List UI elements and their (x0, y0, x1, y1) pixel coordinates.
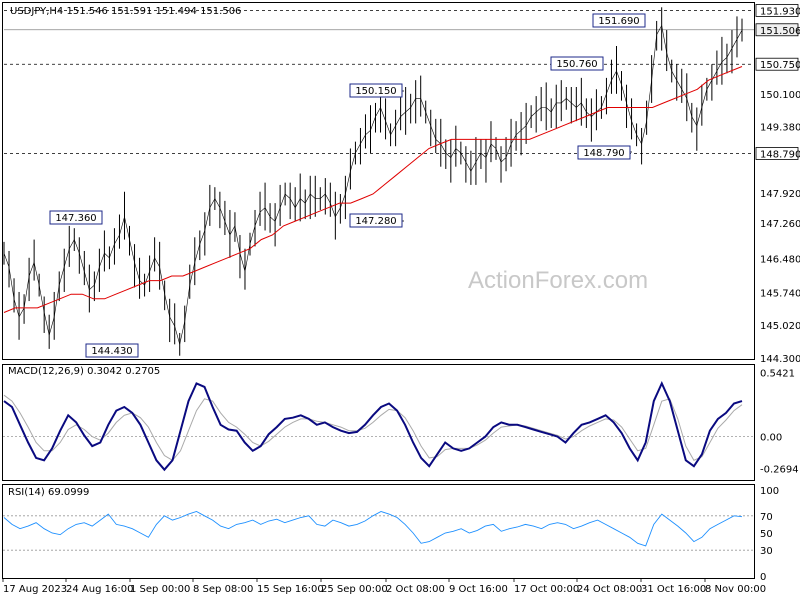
y-tick-box (755, 23, 799, 37)
x-tick-label: 17 Aug 2023 (3, 584, 67, 595)
macd-y-tick: 0.5421 (760, 368, 795, 379)
x-tick-label: 31 Oct 16:00 (641, 584, 706, 595)
watermark: ActionForex.com (468, 267, 648, 294)
annotation-label: 150.150 (355, 86, 396, 97)
x-tick-label: 17 Oct 00:00 (514, 584, 579, 595)
x-tick-label: 8 Nov 00:00 (705, 584, 766, 595)
x-tick-label: 25 Sep 00:00 (321, 584, 388, 595)
moving-average-line (3, 66, 743, 313)
rsi-line (3, 511, 743, 547)
annotation-box (85, 343, 139, 358)
y-tick-label: 151.506 (760, 26, 800, 37)
annotation-label: 151.690 (598, 16, 639, 27)
annotation-box (592, 13, 646, 28)
annotation-label: 144.430 (91, 346, 132, 357)
macd-y-tick: 0.00 (760, 433, 782, 444)
rsi-y-tick: 50 (760, 529, 773, 540)
y-tick-label: 145.740 (760, 288, 800, 299)
annotation-box (550, 56, 604, 71)
annotation-box (577, 145, 631, 160)
y-tick-label: 146.480 (760, 255, 800, 266)
x-tick-label: 15 Sep 16:00 (257, 584, 324, 595)
x-tick-label: 24 Oct 08:00 (577, 584, 642, 595)
rsi-y-tick: 100 (760, 486, 779, 497)
price-panel (2, 2, 755, 360)
x-tick-label: 2 Oct 08:00 (386, 584, 445, 595)
y-tick-label: 145.020 (760, 321, 800, 332)
rsi-y-tick: 0 (760, 572, 766, 583)
y-tick-box (755, 147, 799, 160)
y-tick-label: 151.930 (760, 6, 800, 17)
x-tick-label: 1 Sep 00:00 (130, 584, 190, 595)
macd-y-tick: -0.2694 (760, 464, 799, 475)
y-tick-label: 144.300 (760, 354, 800, 365)
rsi-title: RSI(14) 69.0999 (8, 487, 89, 498)
annotation-label: 148.790 (583, 148, 624, 159)
y-tick-label: 148.790 (760, 149, 800, 160)
rsi-panel (2, 484, 755, 579)
x-tick-label: 9 Oct 16:00 (449, 584, 508, 595)
annotation-box (349, 83, 403, 98)
macd-signal-line (3, 394, 743, 461)
macd-line (3, 380, 743, 472)
x-tick-label: 8 Sep 08:00 (193, 584, 253, 595)
y-tick-label: 150.100 (760, 90, 800, 101)
annotation-box (49, 210, 103, 225)
y-tick-box (755, 57, 799, 71)
price-title: USDJPY,H4 151.546 151.591 151.494 151.50… (10, 6, 241, 17)
annotation-label: 147.360 (55, 213, 96, 224)
rsi-y-tick: 70 (760, 512, 773, 523)
annotation-label: 147.280 (355, 216, 396, 227)
price-close-line (3, 24, 743, 345)
y-tick-box (755, 4, 799, 17)
macd-panel (2, 364, 755, 481)
annotation-box (349, 213, 403, 228)
macd-title: MACD(12,26,9) 0.3042 0.2705 (8, 366, 160, 377)
y-tick-label: 150.750 (760, 60, 800, 71)
y-tick-label: 149.380 (760, 123, 800, 134)
y-tick-label: 147.260 (760, 219, 800, 230)
rsi-y-tick: 30 (760, 546, 773, 557)
annotation-label: 150.760 (556, 59, 597, 70)
x-tick-label: 24 Aug 16:00 (66, 584, 133, 595)
y-tick-label: 147.920 (760, 189, 800, 200)
